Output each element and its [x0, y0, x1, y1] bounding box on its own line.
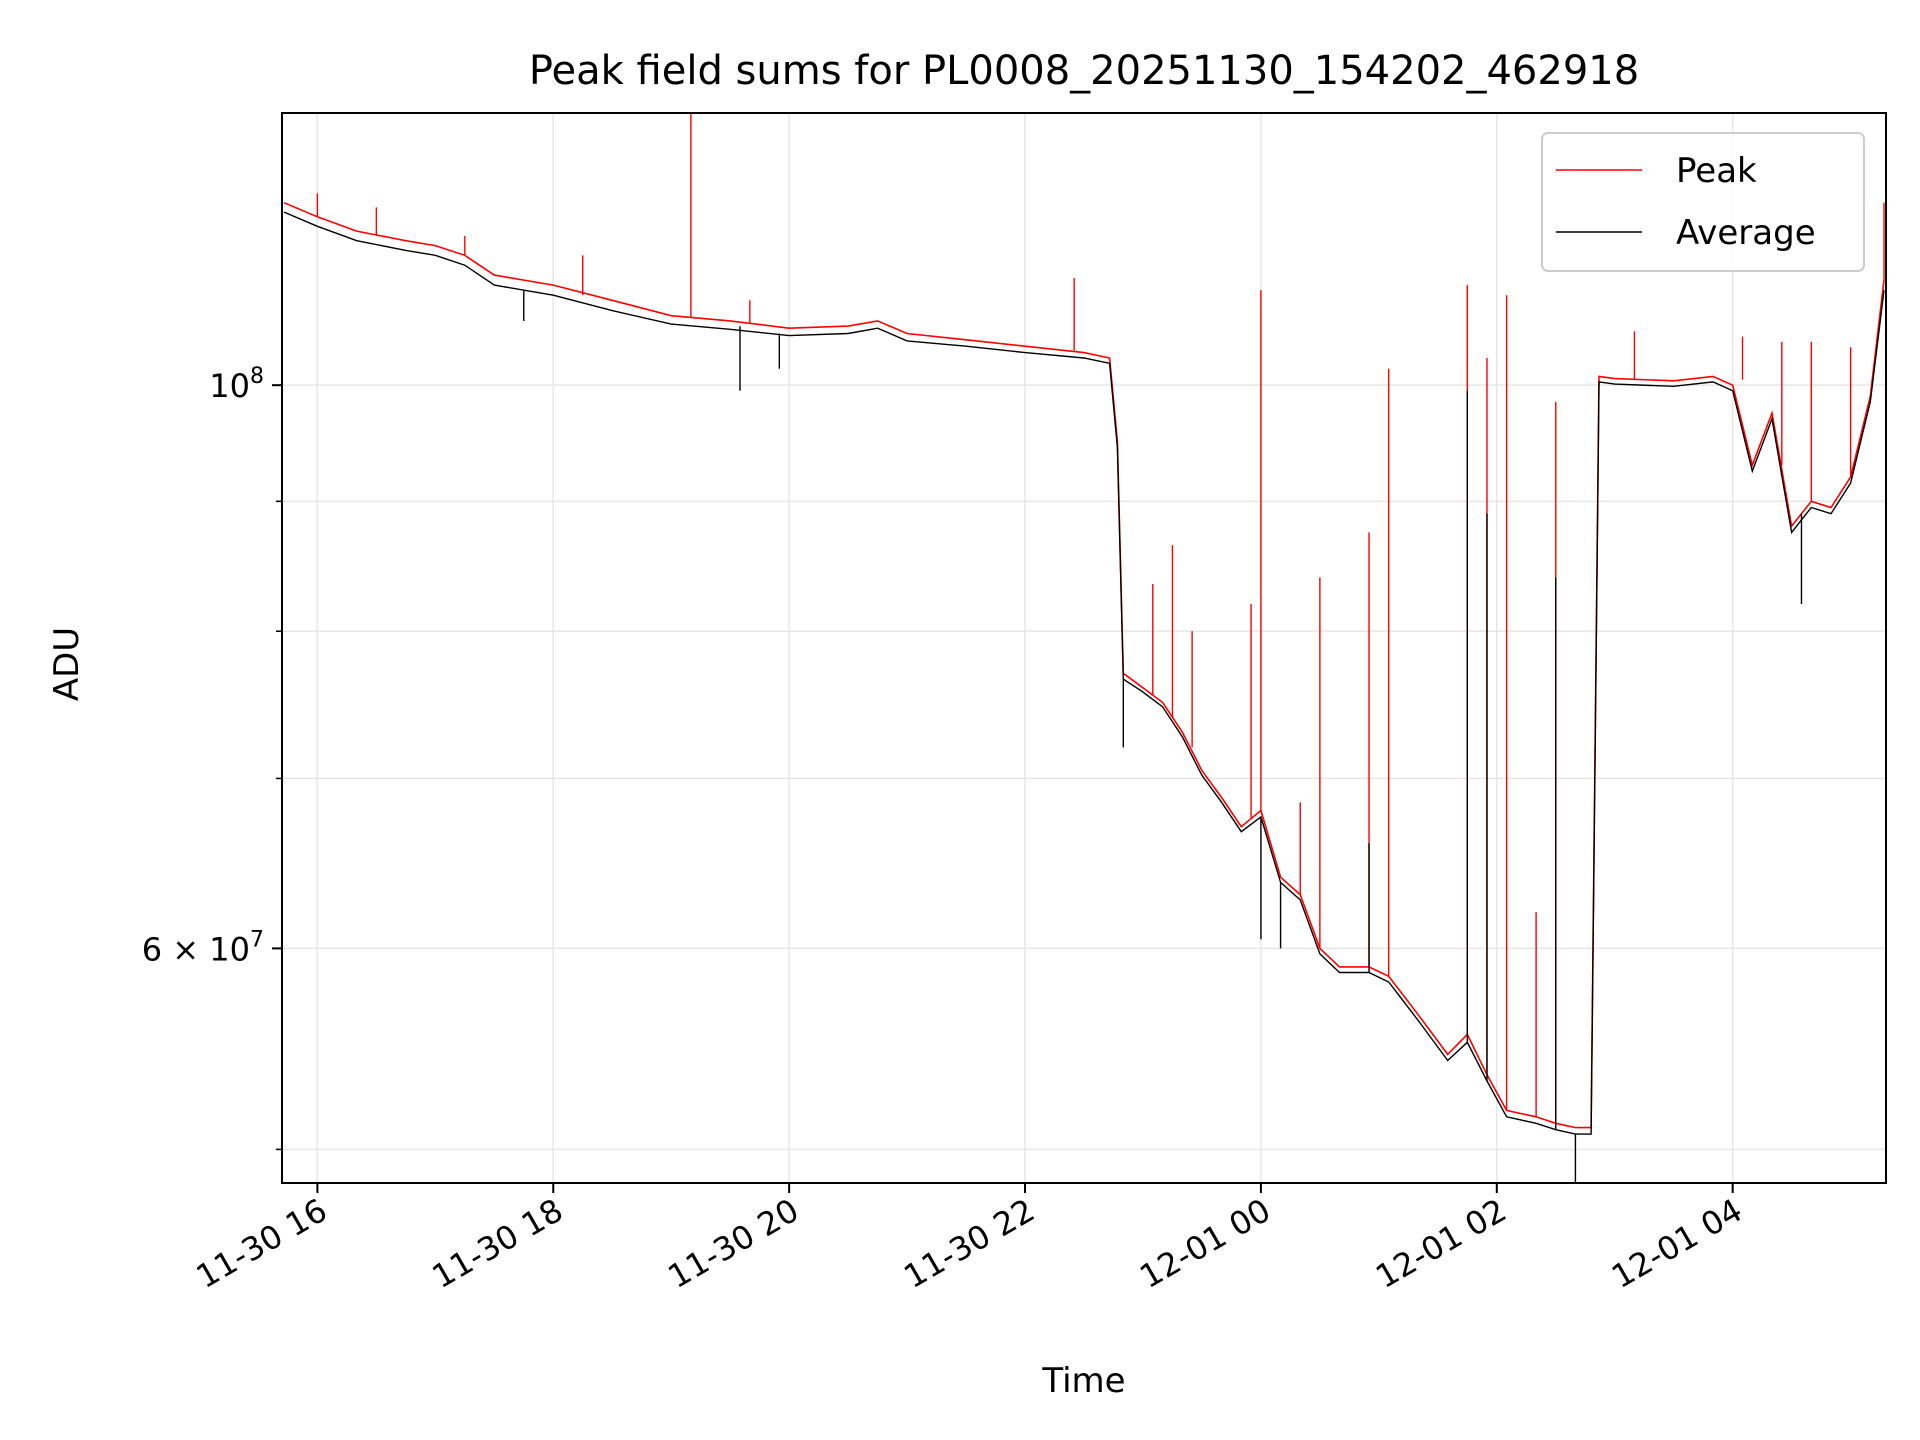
- plot-frame: [281, 112, 1887, 1184]
- legend: Peak Average: [1541, 132, 1865, 272]
- legend-peak-label: Peak: [1676, 151, 1757, 191]
- series-line: [283, 201, 1885, 1129]
- grid: [282, 113, 1886, 1183]
- y-tick-label: 6 × 107: [142, 927, 264, 968]
- y-axis-label: ADU: [47, 627, 87, 701]
- y-tick-label: 108: [209, 364, 264, 405]
- legend-average-label: Average: [1676, 213, 1816, 253]
- series-line: [283, 211, 1885, 1135]
- x-axis-label: Time: [1041, 1361, 1125, 1401]
- chart-title: Peak field sums for PL0008_20251130_1542…: [529, 48, 1639, 94]
- y-axis: 6 × 107 108: [142, 364, 282, 1151]
- series-average: [283, 211, 1885, 1183]
- series-layer: [283, 113, 1885, 1183]
- legend-box: [1541, 132, 1865, 272]
